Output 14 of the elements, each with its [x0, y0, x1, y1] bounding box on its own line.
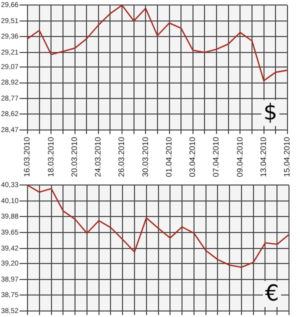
x-tick-label: 15.04.2010 — [282, 136, 292, 178]
x-tick-label: 07.04.2010 — [212, 136, 221, 178]
x-tick-label: 03.04.2010 — [188, 136, 198, 178]
x-tick-label: 13.04.2010 — [258, 136, 268, 178]
x-tick-label: 01.04.2010 — [164, 136, 174, 178]
x-tick-label: 16.03.2010 — [22, 136, 32, 178]
x-tick-label: 09.04.2010 — [235, 136, 244, 178]
annotation: € — [265, 282, 279, 307]
x-tick-label: 24.03.2010 — [94, 136, 103, 178]
annotation: $ — [263, 100, 278, 126]
x-tick-label: 18.03.2010 — [46, 136, 56, 178]
x-tick-label: 20.03.2010 — [70, 136, 79, 178]
x-tick-label: 26.03.2010 — [117, 136, 126, 178]
x-tick-label: 30.03.2010 — [140, 136, 150, 178]
